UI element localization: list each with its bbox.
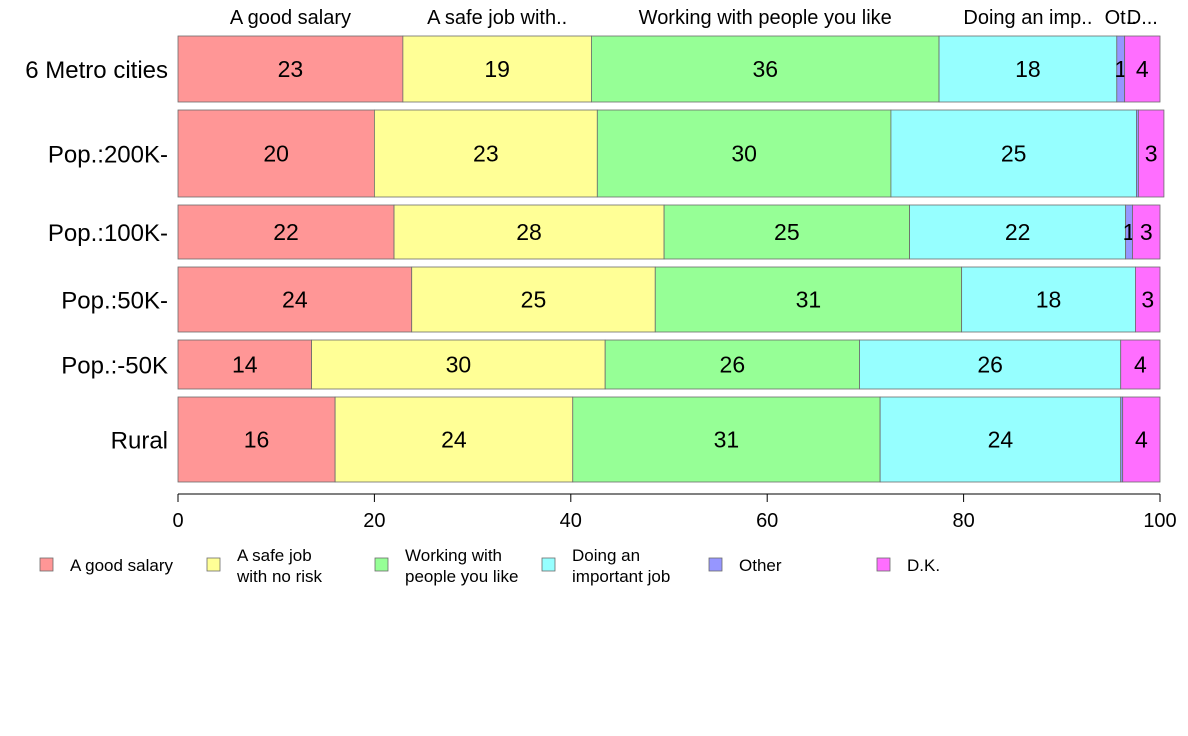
- legend-swatch: [708, 557, 723, 572]
- bars-group: 23 19 36 18 1 4 20 23 30 25 3 22 28 25 22 1 3 24 25 31 18 31 4…: [177, 35, 1165, 483]
- bar-segment: [604, 339, 860, 390]
- data-label: 31: [796, 287, 822, 313]
- top-category-label: Doing an imp..: [963, 7, 1092, 29]
- data-label: 3: [1140, 219, 1153, 245]
- bar-segment: [572, 396, 881, 483]
- data-label: 28: [516, 219, 542, 245]
- bar-segment: [177, 109, 375, 198]
- bar-segment: [311, 339, 606, 390]
- data-label: 24: [441, 427, 467, 453]
- x-tick-label: 0: [172, 510, 183, 532]
- row-label: Pop.:50K-: [61, 288, 168, 315]
- data-label: 23: [473, 141, 499, 167]
- data-label: 25: [774, 219, 800, 245]
- legend-label: Working with: [405, 546, 502, 565]
- legend-label: people you like: [405, 567, 518, 586]
- bar-segment: [1124, 35, 1161, 103]
- bar-segment: [909, 204, 1127, 260]
- data-label: 30: [731, 141, 757, 167]
- data-label: 4: [1136, 56, 1149, 82]
- bar-segment: [373, 109, 598, 198]
- legend: A good salary A safe job with no risk Worki…: [39, 546, 940, 586]
- bar-segment: [177, 204, 395, 260]
- legend-label: important job: [572, 567, 670, 586]
- x-tick-label: 60: [756, 510, 778, 532]
- bar-segment: [177, 266, 413, 333]
- legend-label: Other: [739, 556, 782, 575]
- top-category-label: Working with people you like: [639, 7, 892, 29]
- data-label: 4: [1135, 427, 1148, 453]
- bar-segment: [177, 396, 336, 483]
- bar-segment: [177, 339, 312, 390]
- bar-segment: [879, 396, 1122, 483]
- data-label: 22: [1005, 219, 1031, 245]
- data-label: 22: [273, 219, 299, 245]
- row-label: Pop.:100K-: [48, 220, 168, 247]
- data-label: 19: [484, 56, 510, 82]
- legend-swatch: [206, 557, 221, 572]
- bar-segment: [1137, 109, 1165, 198]
- top-category-label: A good salary: [230, 7, 351, 29]
- x-tick-label: 20: [363, 510, 385, 532]
- data-label: 31: [714, 427, 740, 453]
- data-label: 26: [720, 352, 746, 378]
- bar-segment: [938, 35, 1118, 103]
- legend-label: with no risk: [236, 567, 323, 586]
- legend-swatch: [876, 557, 891, 572]
- data-label: 24: [282, 287, 308, 313]
- row-label: Pop.:-50K: [61, 353, 168, 380]
- top-category-label: Ot..: [1105, 7, 1137, 29]
- bar-segment: [402, 35, 592, 103]
- legend-label: Doing an: [572, 546, 640, 565]
- legend-swatch: [39, 557, 54, 572]
- legend-label: A safe job: [237, 546, 312, 565]
- bar-segment: [411, 266, 656, 333]
- data-label: 23: [278, 56, 304, 82]
- bar-segment: [859, 339, 1122, 390]
- bar-segment: [663, 204, 910, 260]
- bar-segment: [654, 266, 963, 333]
- legend-label: D.K.: [907, 556, 940, 575]
- data-label: 36: [752, 56, 778, 82]
- data-label: 3: [1145, 141, 1158, 167]
- bar-segment: [1135, 266, 1161, 333]
- data-label: 4: [1134, 352, 1147, 378]
- bar-segment: [890, 109, 1137, 198]
- data-label: 20: [263, 141, 289, 167]
- bar-segment: [1132, 204, 1161, 260]
- data-label: 18: [1015, 56, 1041, 82]
- row-label: Pop.:200K-: [48, 142, 168, 169]
- x-tick-label: 80: [952, 510, 974, 532]
- bar-segment: [334, 396, 574, 483]
- legend-label: A good salary: [70, 556, 174, 575]
- data-label: 1: [1114, 56, 1127, 82]
- data-label: 25: [521, 287, 547, 313]
- bar-segment: [1120, 339, 1161, 390]
- x-tick-label: 40: [560, 510, 582, 532]
- bar-segment: [393, 204, 665, 260]
- bar-segment: [961, 266, 1136, 333]
- data-label: 30: [446, 352, 472, 378]
- data-label: 14: [232, 352, 258, 378]
- legend-swatch: [374, 557, 389, 572]
- top-category-label: A safe job with..: [427, 7, 567, 29]
- x-axis: 0 20 40 60 80 100: [172, 493, 1177, 532]
- data-label: 25: [1001, 141, 1027, 167]
- row-label: 6 Metro cities: [25, 57, 168, 84]
- row-label: Rural: [111, 428, 168, 455]
- row-labels: 6 Metro cities Pop.:200K- Pop.:100K- Pop.:5…: [25, 57, 168, 455]
- data-label: 26: [977, 352, 1003, 378]
- data-label: 18: [1036, 287, 1062, 313]
- data-label: 16: [244, 427, 270, 453]
- top-category-label: D...: [1127, 7, 1158, 29]
- legend-swatch: [541, 557, 556, 572]
- data-label: 24: [988, 427, 1014, 453]
- x-tick-label: 100: [1143, 510, 1176, 532]
- bar-segment: [1122, 396, 1161, 483]
- data-label: 3: [1141, 287, 1154, 313]
- top-category-labels: A good salary A safe job with.. Working wi…: [230, 7, 1158, 29]
